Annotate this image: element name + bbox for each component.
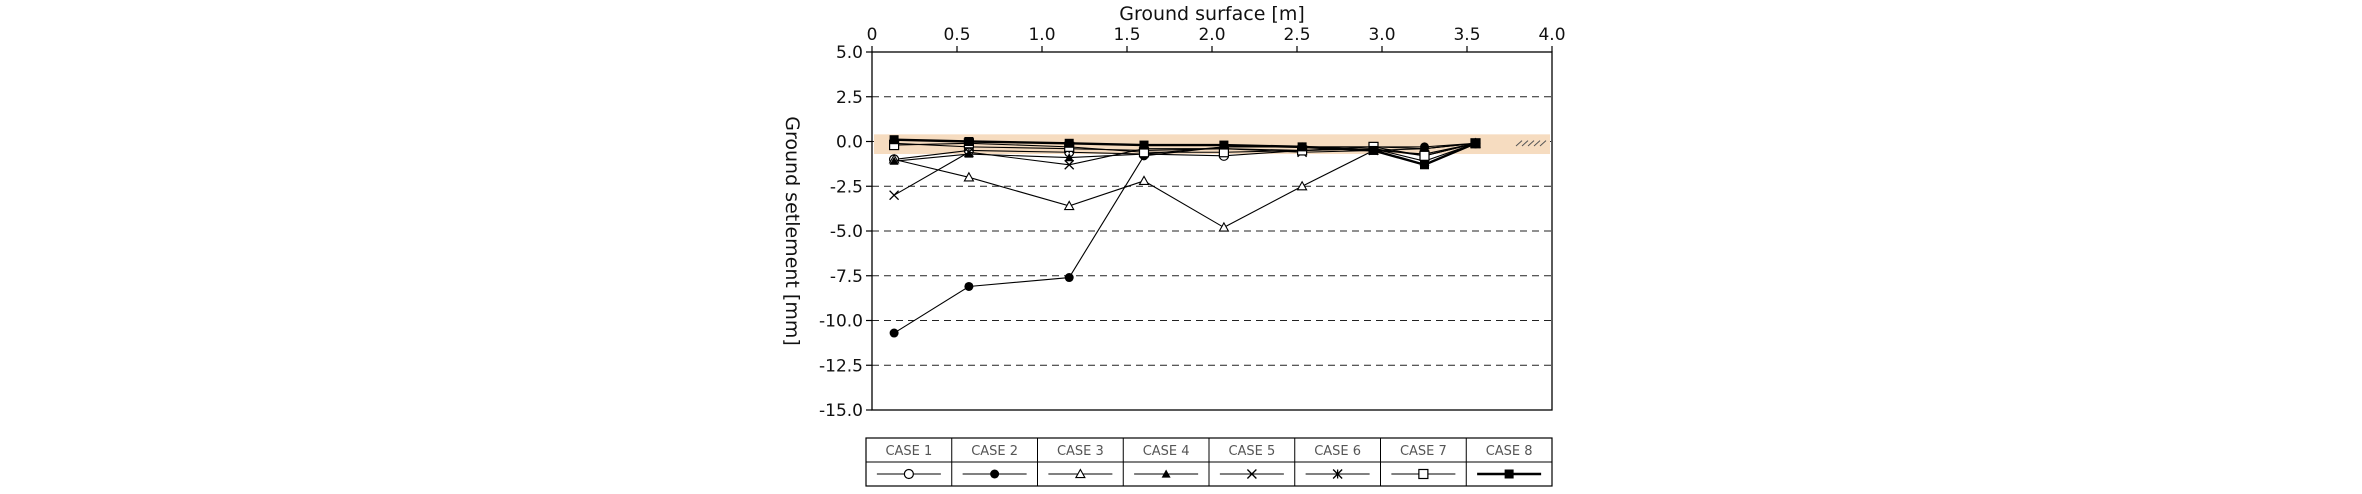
legend-marker <box>1246 469 1257 479</box>
x-tick-label: 3.0 <box>1368 25 1395 45</box>
legend-label: CASE 8 <box>1486 444 1533 459</box>
legend-marker <box>990 469 1000 479</box>
data-point <box>1138 175 1150 186</box>
data-point <box>889 135 899 145</box>
y-axis-title: Ground setlement [mm] <box>781 116 803 346</box>
x-tick-label: 4.0 <box>1538 25 1565 45</box>
data-point <box>1369 145 1378 155</box>
legend-marker <box>1161 469 1171 478</box>
data-point <box>964 149 974 158</box>
y-tick-label: 2.5 <box>836 88 863 108</box>
legend-marker <box>1418 468 1429 480</box>
data-point <box>1064 273 1074 283</box>
x-tick-label: 2.0 <box>1198 25 1225 45</box>
y-tick-label: 0.0 <box>836 133 863 153</box>
ground-hatch <box>1527 140 1535 147</box>
x-tick-label: 1.5 <box>1113 25 1140 45</box>
legend-marker <box>1504 469 1514 479</box>
x-tick-label: 2.5 <box>1283 25 1310 45</box>
ground-hatch <box>1521 140 1529 147</box>
x-tick-label: 1.0 <box>1028 25 1055 45</box>
legend-marker <box>903 468 914 480</box>
data-point <box>963 171 975 182</box>
data-point <box>1296 180 1308 191</box>
data-point <box>889 156 899 165</box>
legend-label: CASE 3 <box>1057 444 1104 459</box>
ground-hatch <box>1515 140 1523 147</box>
data-point <box>1139 140 1149 150</box>
data-point <box>1419 150 1430 161</box>
data-point <box>889 190 900 201</box>
data-point <box>1219 140 1229 150</box>
x-tick-label: 0 <box>867 25 878 45</box>
series-lines <box>888 135 1481 338</box>
ground-hatch <box>1533 140 1541 147</box>
legend-marker <box>1332 469 1343 479</box>
y-tick-label: -15.0 <box>819 401 863 421</box>
data-point <box>964 137 974 146</box>
legend: CASE 1 CASE 2 CASE 3 CASE 4 CASE 5 CASE 6 CASE… <box>865 437 1553 487</box>
axes: 0 0.5 1.0 1.5 2.0 2.5 3.0 3.5 4.0 5.0 2.5 0.0 -2.5 -5… <box>819 25 1566 421</box>
data-point <box>1218 221 1230 232</box>
legend-label: CASE 4 <box>1143 444 1190 459</box>
y-tick-label: -12.5 <box>819 356 863 376</box>
series-8 <box>889 135 1480 170</box>
legend-label: CASE 5 <box>1228 444 1275 459</box>
x-axis-title: Ground surface [m] <box>1119 3 1305 25</box>
series-2 <box>889 138 1480 338</box>
legend-label: CASE 1 <box>885 444 932 459</box>
y-tick-label: 5.0 <box>836 43 863 63</box>
legend-label: CASE 6 <box>1314 444 1361 459</box>
data-point <box>1063 200 1075 211</box>
x-tick-label: 3.5 <box>1453 25 1480 45</box>
series-line <box>893 142 1476 229</box>
legend-label: CASE 2 <box>971 444 1018 459</box>
data-point <box>889 328 899 338</box>
data-point <box>1297 142 1307 152</box>
data-point <box>1471 138 1480 148</box>
data-point <box>1420 144 1429 153</box>
series-line <box>893 142 1476 334</box>
legend-label: CASE 7 <box>1400 444 1447 459</box>
data-point <box>1064 138 1074 148</box>
y-tick-label: -2.5 <box>830 177 863 197</box>
legend-marker <box>1074 468 1086 479</box>
y-tick-label: -5.0 <box>830 222 863 242</box>
ground-hatch <box>1539 140 1547 147</box>
data-point <box>964 281 974 291</box>
data-point <box>1064 159 1075 170</box>
x-tick-label: 0.5 <box>943 25 970 45</box>
data-point <box>1420 160 1429 170</box>
data-point <box>1064 153 1074 162</box>
y-tick-label: -10.0 <box>819 312 863 332</box>
y-tick-label: -7.5 <box>830 267 863 287</box>
